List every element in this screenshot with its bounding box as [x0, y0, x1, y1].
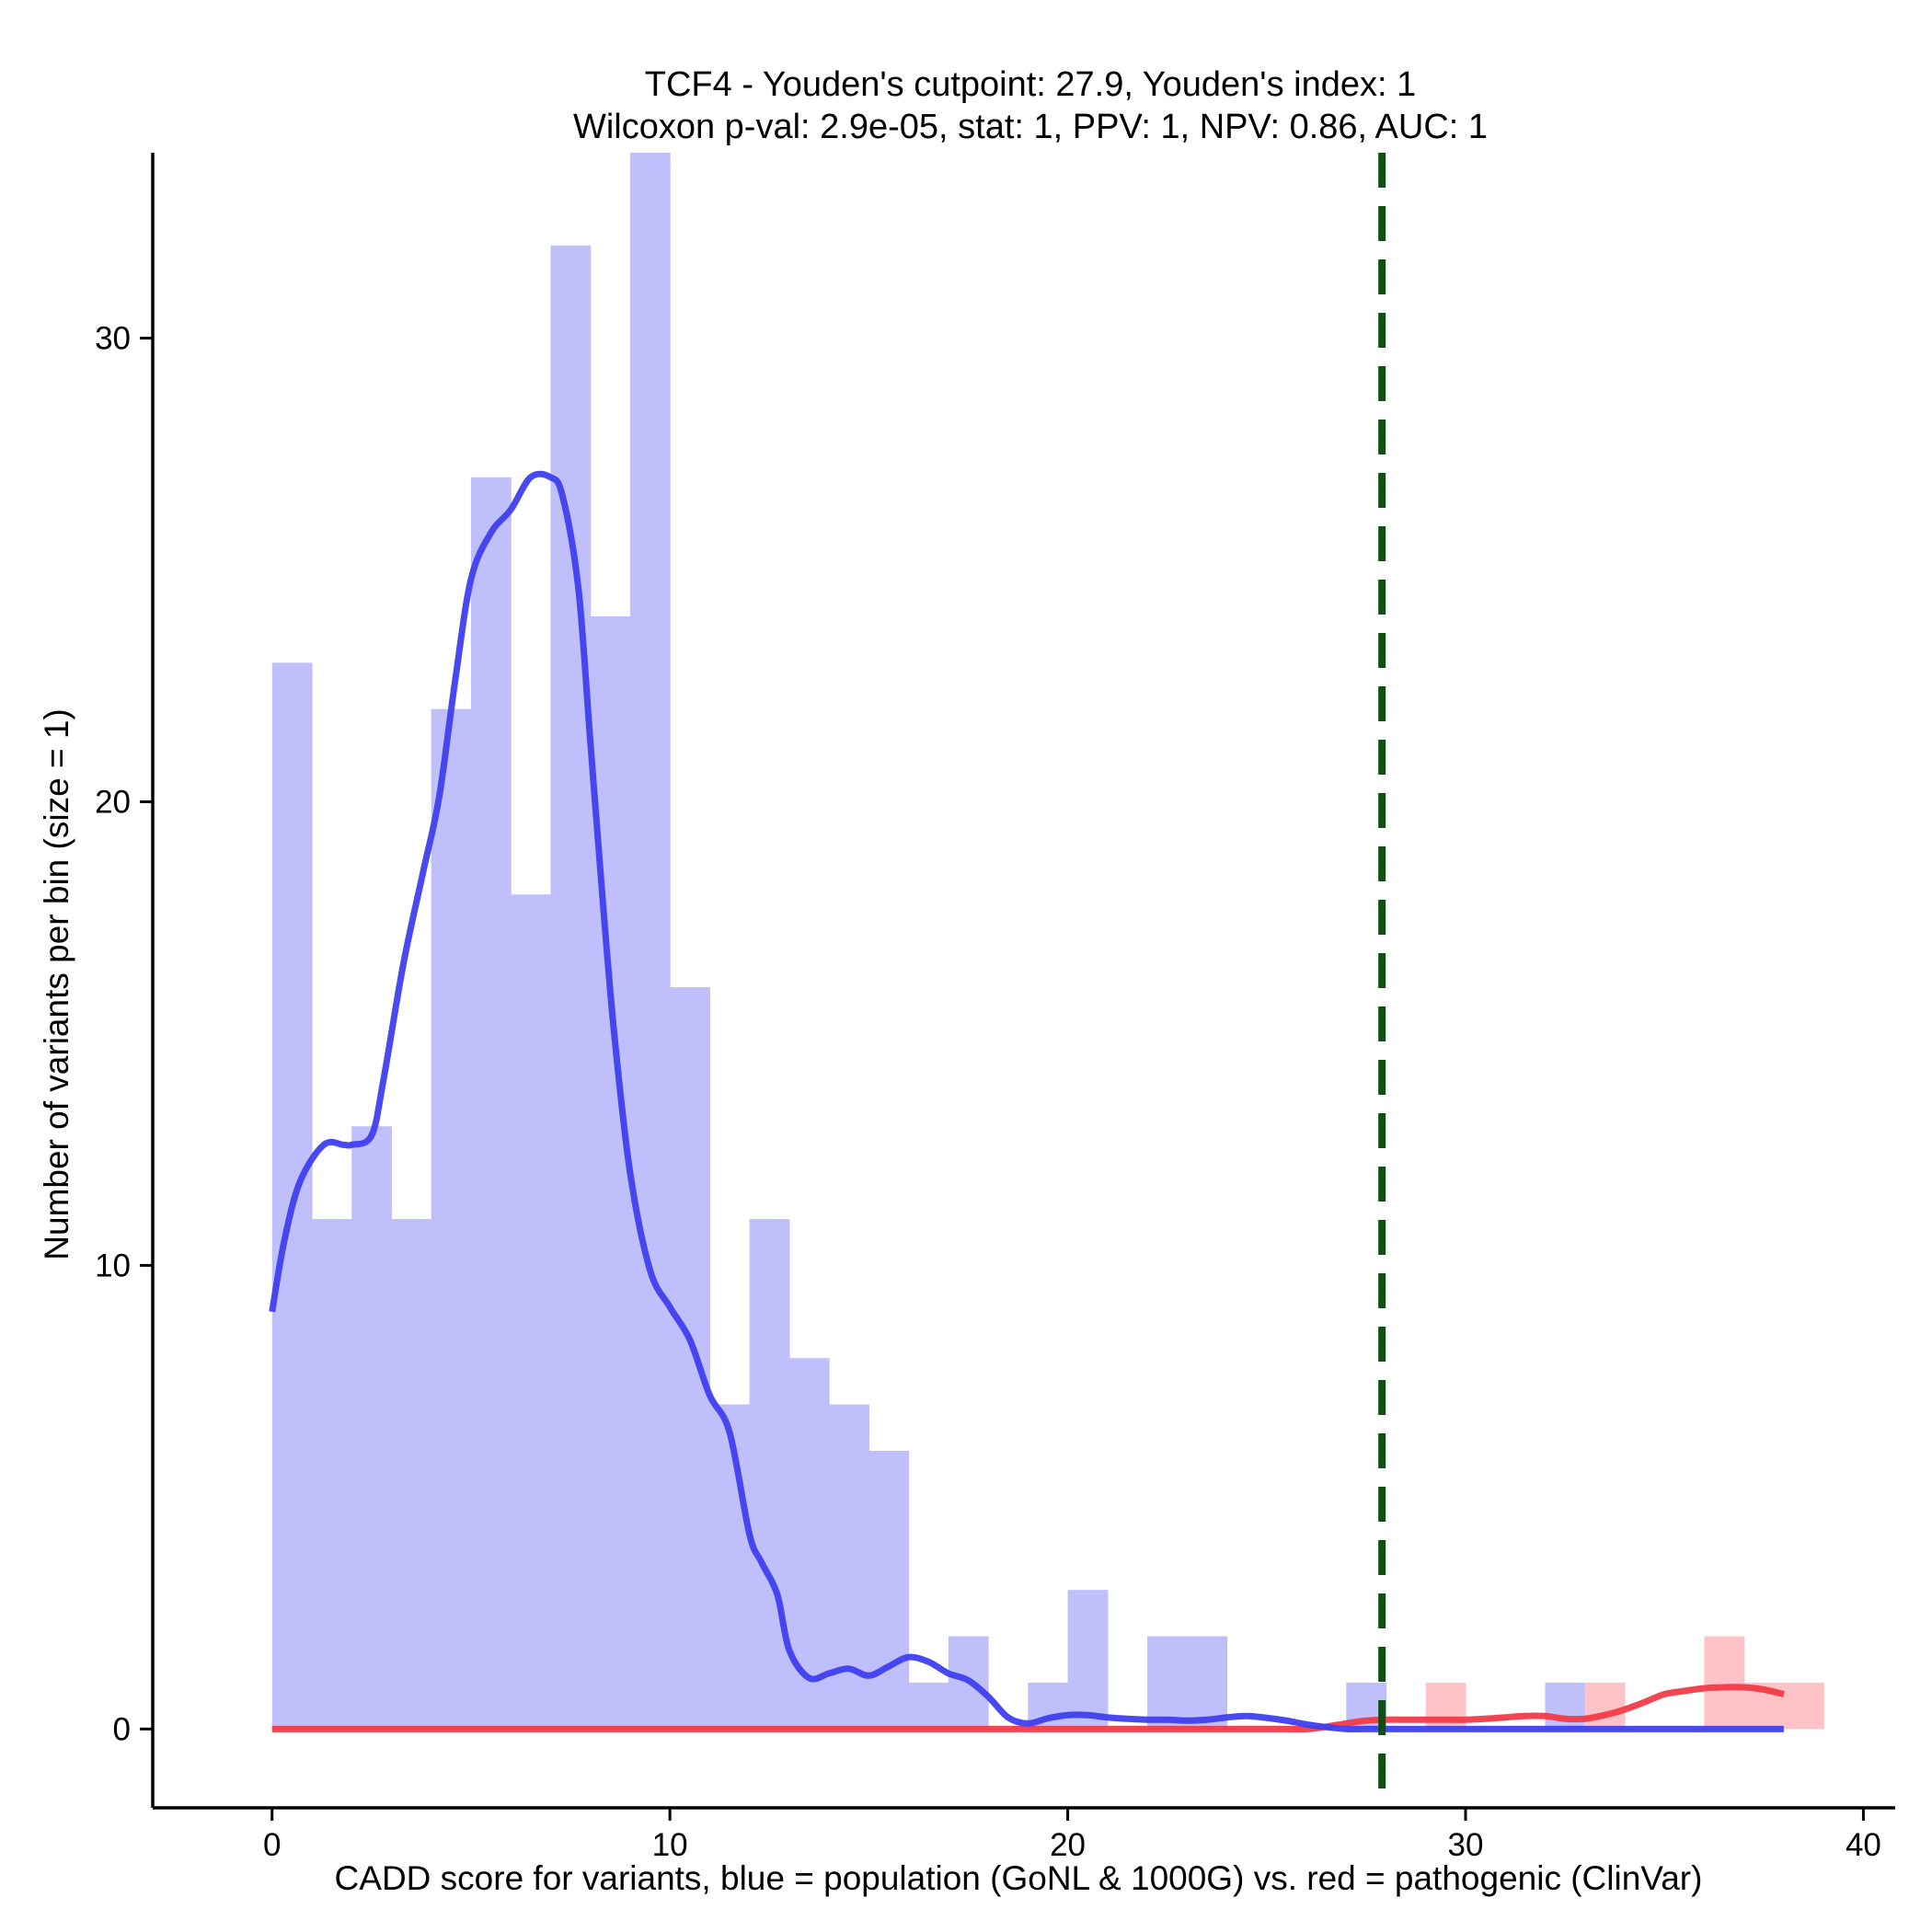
y-axis-label: Number of variants per bin (size = 1)	[38, 708, 75, 1259]
density-lines	[269, 470, 1785, 1733]
population-bar	[550, 245, 592, 1730]
chart-title-line-1: TCF4 - Youden's cutpoint: 27.9, Youden's…	[645, 65, 1416, 104]
population-bar	[311, 1219, 352, 1730]
population-bar	[629, 153, 671, 1730]
x-tick-label: 40	[1846, 1827, 1881, 1863]
population-bar	[391, 1219, 432, 1730]
pathogenic-bar	[1783, 1682, 1824, 1730]
population-bar	[1187, 1636, 1228, 1730]
population-bar	[709, 1404, 751, 1730]
pathogenic-density-line	[271, 1684, 1785, 1733]
x-tick-label: 0	[263, 1827, 281, 1863]
y-tick-label: 10	[95, 1248, 131, 1283]
population-bar	[470, 477, 512, 1730]
population-bar	[908, 1682, 949, 1730]
pathogenic-bar	[1584, 1682, 1626, 1730]
y-tick-label: 30	[95, 321, 131, 357]
pathogenic-bar	[1704, 1636, 1745, 1730]
population-bar	[1147, 1636, 1188, 1730]
population-density-line	[269, 470, 1784, 1732]
population-bars	[271, 153, 1586, 1730]
population-bar	[1067, 1590, 1109, 1730]
population-bar	[431, 708, 472, 1730]
chart-title-line-2: Wilcoxon p-val: 2.9e-05, stat: 1, PPV: 1…	[573, 108, 1488, 146]
x-tick-label: 30	[1448, 1827, 1484, 1863]
x-tick-label: 20	[1050, 1827, 1086, 1863]
axes: 0 10 20 30 40 0 10 20 30	[95, 153, 1895, 1863]
population-bar	[868, 1450, 910, 1730]
population-bar	[670, 987, 710, 1730]
x-axis-label: CADD score for variants, blue = populati…	[335, 1859, 1703, 1897]
population-bar	[829, 1404, 869, 1730]
x-tick-label: 10	[652, 1827, 688, 1863]
y-tick-label: 20	[95, 784, 131, 820]
population-bar	[511, 894, 552, 1730]
population-bar	[749, 1219, 790, 1730]
y-tick-label: 0	[113, 1711, 131, 1747]
population-bar	[351, 1126, 393, 1730]
